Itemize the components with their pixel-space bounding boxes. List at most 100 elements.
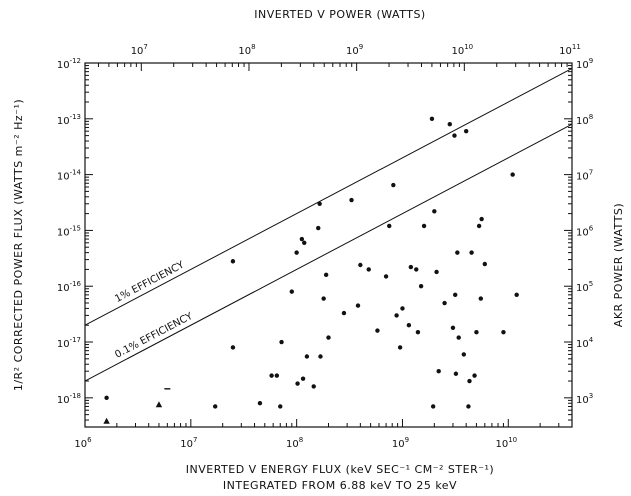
data-point (479, 296, 483, 300)
y-tick-label: 10-18 (57, 392, 81, 406)
top-tick-label: 1010 (451, 43, 473, 57)
right-axis: 103 104 105 106 107 108 109 (564, 57, 594, 427)
data-point (455, 250, 459, 254)
data-point (317, 202, 321, 206)
data-point (258, 401, 262, 405)
data-point (387, 224, 391, 228)
data-point (464, 129, 468, 133)
top-axis-title: INVERTED V POWER (WATTS) (254, 8, 425, 21)
data-point (375, 328, 379, 332)
data-point (231, 345, 235, 349)
left-axis: 10-18 10-17 10-16 10-15 10-14 10-13 10-12 (57, 57, 93, 427)
triangle-point (103, 418, 109, 424)
efficiency-line-label: 1% EFFICIENCY (113, 259, 187, 305)
plot-border (85, 63, 572, 427)
triangle-point (156, 401, 162, 407)
right-tick-label: 103 (576, 392, 593, 406)
data-point (452, 133, 456, 137)
data-point (466, 404, 470, 408)
data-point (467, 379, 471, 383)
data-point (407, 323, 411, 327)
right-tick-label: 104 (576, 336, 594, 350)
data-point (448, 122, 452, 126)
data-point (279, 340, 283, 344)
right-axis-title: AKR POWER (WATTS) (612, 203, 625, 327)
data-point (294, 250, 298, 254)
data-point (384, 274, 388, 278)
efficiency-lines: 1% EFFICIENCY 0.1% EFFICIENCY (85, 68, 572, 381)
data-point (104, 396, 108, 400)
right-tick-label: 106 (576, 224, 594, 238)
data-point (321, 296, 325, 300)
data-point (474, 330, 478, 334)
data-point (462, 352, 466, 356)
data-point (472, 373, 476, 377)
data-point (394, 313, 398, 317)
y-axis-title: 1/R² CORRECTED POWER FLUX (WATTS m⁻² Hz⁻… (12, 99, 25, 391)
data-point (295, 381, 299, 385)
data-point (501, 330, 505, 334)
x-axis-title: INVERTED V ENERGY FLUX (keV SEC⁻¹ CM⁻² S… (186, 463, 494, 476)
y-tick-label: 10-13 (57, 113, 81, 127)
bottom-axis: 106 107 108 109 1010 (74, 419, 572, 450)
data-point (349, 198, 353, 202)
x-tick-label: 1010 (495, 436, 517, 450)
data-point (451, 326, 455, 330)
data-point (301, 377, 305, 381)
data-point (231, 259, 235, 263)
data-point (269, 373, 273, 377)
right-tick-label: 109 (576, 57, 593, 71)
x-tick-label: 106 (74, 436, 92, 450)
data-point (324, 273, 328, 277)
data-point (356, 303, 360, 307)
data-point (409, 265, 413, 269)
efficiency-line (85, 68, 572, 325)
x-tick-label: 109 (392, 436, 409, 450)
top-tick-label: 107 (131, 43, 148, 57)
x-tick-label: 107 (180, 436, 197, 450)
data-point (312, 384, 316, 388)
data-point (275, 373, 279, 377)
data-point (358, 263, 362, 267)
data-point (400, 306, 404, 310)
data-point (483, 262, 487, 266)
y-tick-label: 10-17 (57, 336, 81, 350)
top-axis: 107 108 109 1010 1011 (85, 43, 581, 71)
x-tick-label: 108 (286, 436, 303, 450)
data-point (342, 311, 346, 315)
data-point (419, 284, 423, 288)
data-point (453, 293, 457, 297)
data-point (469, 250, 473, 254)
plot-frame (85, 63, 572, 427)
y-tick-label: 10-12 (57, 57, 81, 71)
data-point (290, 289, 294, 293)
data-point (318, 354, 322, 358)
data-point (305, 354, 309, 358)
data-point (213, 404, 217, 408)
data-point (398, 345, 402, 349)
right-tick-label: 107 (576, 169, 593, 183)
data-point (391, 183, 395, 187)
data-point (510, 172, 514, 176)
data-point (416, 330, 420, 334)
data-point (442, 301, 446, 305)
data-point (437, 369, 441, 373)
data-point (302, 241, 306, 245)
data-point (477, 224, 481, 228)
data-point (432, 209, 436, 213)
top-tick-label: 109 (346, 43, 363, 57)
data-point (434, 270, 438, 274)
data-point (514, 293, 518, 297)
data-point (430, 117, 434, 121)
data-point (278, 404, 282, 408)
data-point (454, 372, 458, 376)
x-axis-subtitle: INTEGRATED FROM 6.88 keV TO 25 keV (223, 479, 457, 492)
data-point (414, 267, 418, 271)
data-point (367, 267, 371, 271)
data-point (431, 404, 435, 408)
data-point (316, 226, 320, 230)
top-tick-label: 108 (238, 43, 255, 57)
efficiency-line (85, 124, 572, 381)
right-tick-label: 105 (576, 280, 593, 294)
